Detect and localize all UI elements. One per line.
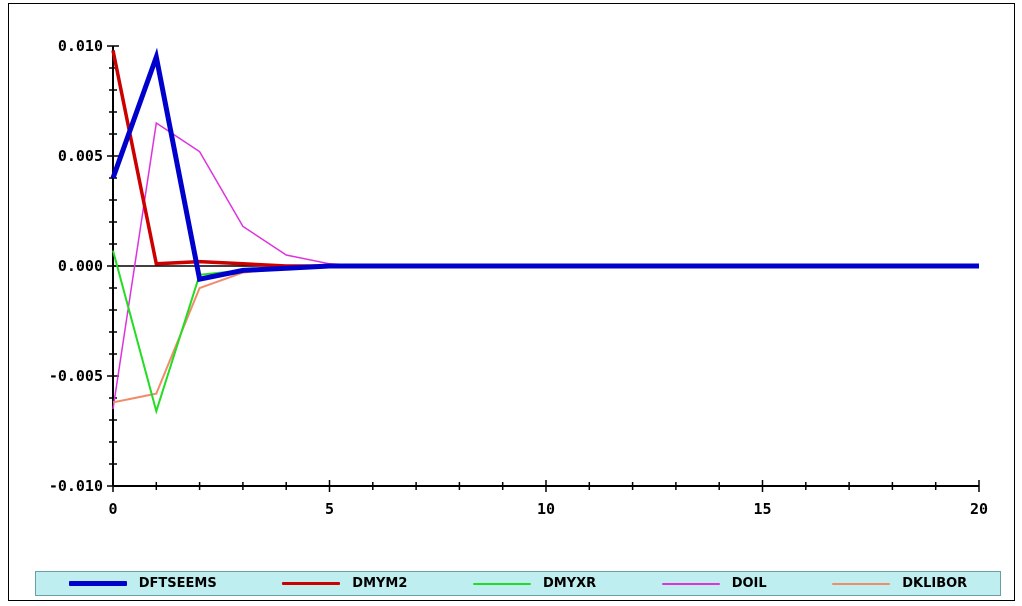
legend-label: DMYXR (542, 576, 597, 591)
legend-item: DOIL (661, 576, 767, 591)
legend: DFTSEEMS DMYM2 DMYXR DOIL DKLIBOR (35, 571, 1001, 596)
series-line-dklibor (112, 265, 979, 404)
legend-item: DFTSEEMS (68, 576, 217, 591)
x-tick-label: 5 (325, 500, 334, 518)
y-tick-label: -0.005 (49, 367, 103, 385)
legend-item: DMYM2 (282, 576, 407, 591)
legend-label: DKLIBOR (902, 576, 968, 591)
x-tick-label: 20 (970, 500, 988, 518)
line-chart: 0.010 0.005 0.000 -0.005 -0.010 0 5 10 15 20 (49, 37, 988, 518)
legend-swatch (282, 581, 341, 586)
legend-swatch (661, 582, 720, 585)
x-tick-label: 15 (753, 500, 771, 518)
legend-swatch (68, 581, 127, 586)
x-tick-label: 0 (108, 500, 117, 518)
series-line-dftseems (110, 47, 979, 283)
legend-swatch (832, 582, 891, 585)
x-tick-label: 10 (537, 500, 555, 518)
legend-swatch (472, 582, 531, 585)
y-tick-label: 0.010 (58, 37, 103, 55)
series-line-dmym2 (111, 50, 979, 268)
chart-frame: 0.010 0.005 0.000 -0.005 -0.010 0 5 10 15 20 DFTS… (8, 3, 1015, 601)
legend-label: DOIL (731, 576, 767, 591)
y-tick-label: 0.005 (58, 147, 103, 165)
legend-item: DKLIBOR (832, 576, 967, 591)
legend-item: DMYXR (472, 576, 597, 591)
y-tick-label: 0.000 (58, 257, 103, 275)
legend-label: DMYM2 (352, 576, 408, 591)
legend-label: DFTSEEMS (138, 576, 217, 591)
y-tick-label: -0.010 (49, 477, 103, 495)
series-line-dmyxr (112, 250, 979, 415)
